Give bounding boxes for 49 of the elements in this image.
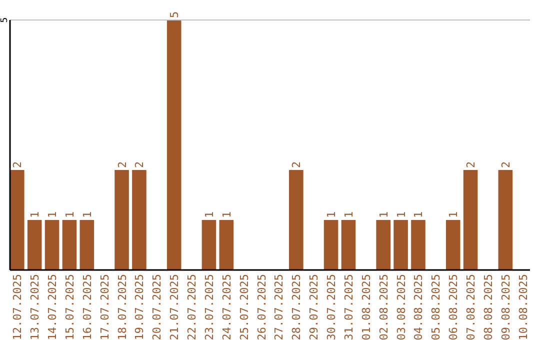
x-tick-label: 27.07.2025	[272, 274, 286, 340]
x-tick-label: 06.08.2025	[447, 274, 460, 340]
data-label: 1	[394, 211, 408, 218]
x-tick-label: 05.08.2025	[430, 274, 443, 340]
x-tick-label: 23.07.2025	[202, 274, 216, 340]
x-tick-label: 13.07.2025	[28, 274, 42, 340]
data-label: 2	[499, 161, 512, 168]
x-tick-label: 03.08.2025	[394, 274, 408, 340]
data-label: 1	[220, 211, 234, 218]
data-label: 1	[28, 211, 42, 218]
x-tick-label: 07.08.2025	[464, 274, 478, 340]
x-tick-label: 12.07.2025	[11, 274, 24, 340]
x-tick-label: 16.07.2025	[80, 274, 94, 340]
x-tick-label: 10.08.2025	[516, 274, 530, 340]
x-tick-label: 01.08.2025	[360, 274, 373, 340]
data-label: 1	[202, 211, 216, 218]
x-tick-label: 20.07.2025	[150, 274, 164, 340]
x-tick-label: 21.07.2025	[168, 274, 182, 340]
data-label: 2	[11, 161, 24, 168]
data-label: 2	[116, 161, 129, 168]
x-tick-label: 22.07.2025	[186, 274, 199, 340]
data-label: 1	[342, 211, 356, 218]
x-tick-label: 26.07.2025	[255, 274, 268, 340]
x-tick-label: 18.07.2025	[116, 274, 129, 340]
x-tick-label: 28.07.2025	[290, 274, 304, 340]
data-label: 5	[168, 11, 182, 18]
x-tick-label: 31.07.2025	[342, 274, 356, 340]
data-label: 1	[46, 211, 60, 218]
x-tick-label: 09.08.2025	[499, 274, 512, 340]
data-label: 1	[325, 211, 338, 218]
data-label: 2	[133, 161, 146, 168]
x-tick-label: 04.08.2025	[412, 274, 426, 340]
x-tick-label: 17.07.2025	[98, 274, 112, 340]
x-tick-label: 24.07.2025	[220, 274, 234, 340]
data-label: 2	[290, 161, 304, 168]
x-tick-label: 02.08.2025	[377, 274, 390, 340]
data-label: 1	[412, 211, 426, 218]
x-tick-label: 15.07.2025	[63, 274, 76, 340]
x-tick-label: 08.08.2025	[482, 274, 495, 340]
data-label: 1	[80, 211, 94, 218]
x-tick-label: 19.07.2025	[133, 274, 146, 340]
x-tick-label: 25.07.2025	[238, 274, 251, 340]
data-label: 1	[377, 211, 390, 218]
x-tick-label: 29.07.2025	[308, 274, 321, 340]
x-tick-label: 30.07.2025	[325, 274, 338, 340]
data-label: 1	[63, 211, 76, 218]
data-label: 1	[447, 211, 460, 218]
x-tick-label: 14.07.2025	[46, 274, 60, 340]
data-label: 2	[464, 161, 478, 168]
